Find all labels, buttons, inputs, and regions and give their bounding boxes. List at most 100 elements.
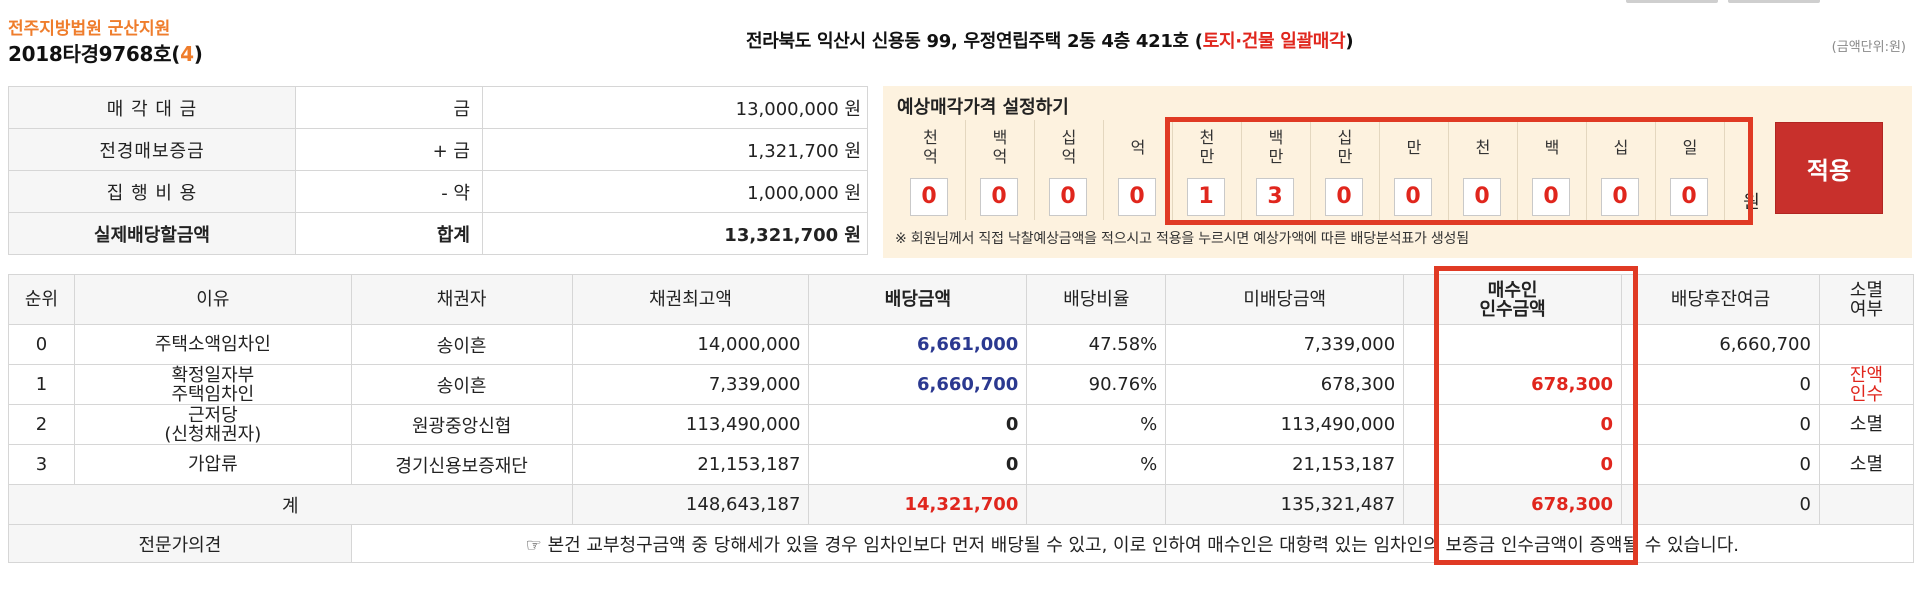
creditor-cell: 송이흔	[350, 364, 573, 405]
table-header-row: 순위 이유 채권자 채권최고액 배당금액 배당비율 미배당금액 매수인 인수금액 …	[8, 274, 1915, 325]
table-row: 0 주택소액임차인 송이흔 14,000,000 6,661,000 47.58% 7,33…	[8, 324, 1915, 365]
reason-line1: 근저당	[188, 404, 238, 426]
col-reason: 이유	[73, 274, 352, 325]
dividend-cell: 6,660,700	[808, 364, 1028, 405]
summary-label: 실제배당할금액	[8, 212, 296, 255]
summary-sign: 금	[295, 86, 483, 129]
col-buyer-assumed: 매수인 인수금액	[1403, 274, 1623, 325]
digit-input[interactable]: 0	[980, 178, 1018, 216]
unpaid-cell: 113,490,000	[1165, 404, 1405, 445]
rank-cell: 0	[8, 324, 75, 365]
col-creditor: 채권자	[350, 274, 573, 325]
summary-label: 매 각 대 금	[8, 86, 296, 129]
unpaid-cell: 678,300	[1165, 364, 1405, 405]
col-rank: 순위	[8, 274, 75, 325]
sale-summary-table: 매 각 대 금 금 13,000,000 원 전경매보증금 + 금 1,321,700 원…	[8, 86, 868, 255]
col-buyer-line1: 매수인	[1487, 279, 1538, 301]
reason-line1: 확정일자부	[171, 364, 255, 386]
total-dividend: 14,321,700	[808, 484, 1028, 525]
digit-input[interactable]: 0	[1394, 178, 1432, 216]
court-name: 전주지방법원 군산지원	[8, 19, 171, 39]
total-buyer-assumed: 678,300	[1403, 484, 1623, 525]
total-ratio	[1026, 484, 1167, 525]
top-tabs	[1626, 0, 1820, 3]
digit-place-label: 십	[1613, 138, 1629, 157]
summary-label: 집 행 비 용	[8, 170, 296, 213]
col-unpaid: 미배당금액	[1165, 274, 1405, 325]
digit-input[interactable]: 1	[1187, 178, 1225, 216]
digit-input[interactable]: 0	[1670, 178, 1708, 216]
digit-place-label: 백	[1544, 138, 1560, 157]
dividend-cell: 0	[808, 444, 1028, 485]
digit-input[interactable]: 0	[1118, 178, 1156, 216]
col-remaining: 배당후잔여금	[1621, 274, 1820, 325]
top-tab[interactable]	[1728, 0, 1820, 3]
ratio-cell: %	[1026, 404, 1167, 445]
distribution-table: 순위 이유 채권자 채권최고액 배당금액 배당비율 미배당금액 매수인 인수금액 …	[8, 274, 1915, 563]
apply-button[interactable]: 적용	[1775, 122, 1883, 214]
col-extinct: 소멸 여부	[1818, 274, 1915, 325]
max-claim-cell: 21,153,187	[571, 444, 810, 485]
table-row: 1 확정일자부 주택임차인 송이흔 7,339,000 6,660,700 90.76% 67…	[8, 364, 1915, 405]
estimator-title: 예상매각가격 설정하기	[897, 97, 1069, 118]
summary-label: 전경매보증금	[8, 128, 296, 171]
digit-place-label: 만	[1406, 138, 1422, 157]
extinct-cell: 잔액 인수	[1818, 364, 1915, 405]
creditor-cell: 경기신용보증재단	[350, 444, 573, 485]
top-tab[interactable]	[1626, 0, 1718, 3]
highlight-digit-box	[1165, 117, 1753, 225]
summary-row: 실제배당할금액 합계 13,321,700 원	[8, 212, 868, 255]
sale-type: 토지·건물 일괄매각	[1202, 31, 1346, 52]
digit-input[interactable]: 0	[1463, 178, 1501, 216]
digit-input[interactable]: 3	[1256, 178, 1294, 216]
total-label: 계	[8, 484, 573, 525]
extinct-line1: 소멸	[1849, 454, 1884, 475]
max-claim-cell: 7,339,000	[571, 364, 810, 405]
summary-value: 1,000,000 원	[482, 170, 868, 213]
summary-sign: - 약	[295, 170, 483, 213]
buyer-assumed-cell: 0	[1403, 444, 1623, 485]
opinion-label: 전문가의견	[8, 524, 352, 563]
address-main: 전라북도 익산시 신용동 99, 우정연립주택 2동 4층 421호 (	[746, 31, 1203, 52]
digit-place-label: 천	[1475, 138, 1491, 157]
buyer-assumed-cell: 678,300	[1403, 364, 1623, 405]
dividend-cell: 0	[808, 404, 1028, 445]
property-address: 전라북도 익산시 신용동 99, 우정연립주택 2동 4층 421호 (토지·건…	[746, 27, 1354, 53]
unpaid-cell: 21,153,187	[1165, 444, 1405, 485]
buyer-assumed-cell	[1403, 324, 1623, 365]
digit-place-label: 억	[1130, 138, 1146, 157]
unpaid-cell: 7,339,000	[1165, 324, 1405, 365]
creditor-cell: 송이흔	[350, 324, 573, 365]
max-claim-cell: 113,490,000	[571, 404, 810, 445]
reason-line1: 주택소액임차인	[154, 334, 271, 355]
ratio-cell: 47.58%	[1026, 324, 1167, 365]
digit-input[interactable]: 0	[1049, 178, 1087, 216]
digit-input[interactable]: 0	[910, 178, 948, 216]
reason-line1: 가압류	[188, 454, 238, 475]
col-max-claim: 채권최고액	[571, 274, 810, 325]
digit-input[interactable]: 0	[1601, 178, 1639, 216]
total-extinct	[1818, 484, 1915, 525]
col-buyer-line2: 인수금액	[1479, 298, 1546, 320]
digit-input[interactable]: 0	[1325, 178, 1363, 216]
rank-cell: 3	[8, 444, 75, 485]
digit-input[interactable]: 0	[1532, 178, 1570, 216]
table-row: 3 가압류 경기신용보증재단 21,153,187 0% 21,153,187 0 0 소멸	[8, 444, 1915, 485]
estimator-note: ※ 회원님께서 직접 낙찰예상금액을 적으시고 적용을 누르시면 예상가액에 따…	[895, 231, 1469, 247]
case-item-number[interactable]: 4	[180, 42, 194, 66]
summary-value: 13,000,000 원	[482, 86, 868, 129]
